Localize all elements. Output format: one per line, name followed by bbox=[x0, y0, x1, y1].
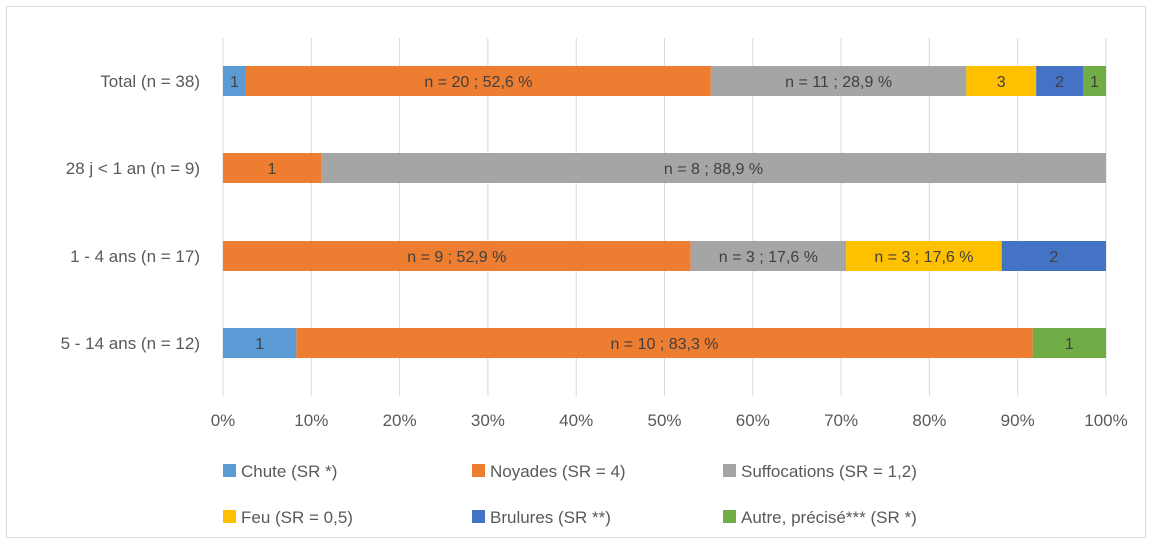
bar-segment bbox=[223, 241, 691, 271]
x-tick-label: 80% bbox=[912, 411, 946, 430]
legend-swatch bbox=[223, 464, 236, 477]
category-label: 5 - 14 ans (n = 12) bbox=[61, 334, 200, 353]
bar-segment bbox=[1083, 66, 1106, 96]
x-tick-label: 20% bbox=[383, 411, 417, 430]
bar-data-label: n = 3 ; 17,6 % bbox=[874, 249, 973, 266]
bar-segment bbox=[1001, 241, 1106, 271]
legend-label: Autre, précisé*** (SR *) bbox=[741, 508, 917, 527]
legend-label: Suffocations (SR = 1,2) bbox=[741, 462, 917, 481]
x-tick-label: 90% bbox=[1001, 411, 1035, 430]
bar-data-label: n = 9 ; 52,9 % bbox=[407, 249, 506, 266]
legend-label: Feu (SR = 0,5) bbox=[241, 508, 353, 527]
category-label: Total (n = 38) bbox=[100, 72, 200, 91]
bar-data-label: n = 10 ; 83,3 % bbox=[610, 336, 718, 353]
bar-segment bbox=[1036, 66, 1084, 96]
legend-swatch bbox=[472, 464, 485, 477]
bar-data-label: n = 11 ; 28,9 % bbox=[785, 74, 892, 91]
bar-segment bbox=[223, 66, 246, 96]
bar-segment bbox=[321, 153, 1106, 183]
bar-data-label: 2 bbox=[1055, 74, 1064, 91]
legend-swatch bbox=[723, 510, 736, 523]
category-labels: Total (n = 38) 28 j < 1 an (n = 9) 1 - 4 a… bbox=[61, 72, 200, 353]
bar-segment bbox=[690, 241, 847, 271]
bar-segment bbox=[966, 66, 1037, 96]
bar-data-label: 1 bbox=[1090, 74, 1099, 91]
x-tick-label: 100% bbox=[1084, 411, 1127, 430]
x-tick-label: 0% bbox=[211, 411, 236, 430]
x-tick-label: 70% bbox=[824, 411, 858, 430]
x-tick-label: 30% bbox=[471, 411, 505, 430]
x-tick-label: 10% bbox=[294, 411, 328, 430]
legend-swatch bbox=[723, 464, 736, 477]
bar-data-label: 1 bbox=[255, 336, 264, 353]
bar-data-label: n = 3 ; 17,6 % bbox=[719, 249, 818, 266]
bar-segment bbox=[223, 153, 322, 183]
x-tick-label: 60% bbox=[736, 411, 770, 430]
x-axis-ticks: 0% 10% 20% 30% 40% 50% 60% 70% 80% 90% 100% bbox=[211, 411, 1128, 430]
bar-segment bbox=[710, 66, 967, 96]
bar-data-label: 2 bbox=[1049, 249, 1058, 266]
legend-swatch bbox=[223, 510, 236, 523]
bar-segment bbox=[296, 328, 1033, 358]
legend: Chute (SR *) Noyades (SR = 4) Suffocations… bbox=[223, 462, 917, 527]
bar-labels: 1 n = 20 ; 52,6 % n = 11 ; 28,9 % 3 2 1 1 n = 8… bbox=[230, 74, 1099, 353]
bar-segment bbox=[223, 328, 297, 358]
bars bbox=[223, 66, 1106, 358]
bar-segment bbox=[1032, 328, 1106, 358]
bar-data-label: n = 8 ; 88,9 % bbox=[664, 161, 763, 178]
bar-segment bbox=[245, 66, 711, 96]
legend-label: Brulures (SR **) bbox=[490, 508, 611, 527]
category-label: 28 j < 1 an (n = 9) bbox=[66, 159, 200, 178]
x-tick-label: 50% bbox=[647, 411, 681, 430]
legend-swatch bbox=[472, 510, 485, 523]
bar-data-label: 1 bbox=[268, 161, 277, 178]
category-label: 1 - 4 ans (n = 17) bbox=[70, 247, 200, 266]
legend-label: Chute (SR *) bbox=[241, 462, 337, 481]
bar-data-label: 1 bbox=[1065, 336, 1074, 353]
x-tick-label: 40% bbox=[559, 411, 593, 430]
bar-data-label: 3 bbox=[997, 74, 1006, 91]
bar-data-label: 1 bbox=[230, 74, 239, 91]
legend-label: Noyades (SR = 4) bbox=[490, 462, 626, 481]
bar-data-label: n = 20 ; 52,6 % bbox=[424, 74, 532, 91]
bar-segment bbox=[846, 241, 1002, 271]
